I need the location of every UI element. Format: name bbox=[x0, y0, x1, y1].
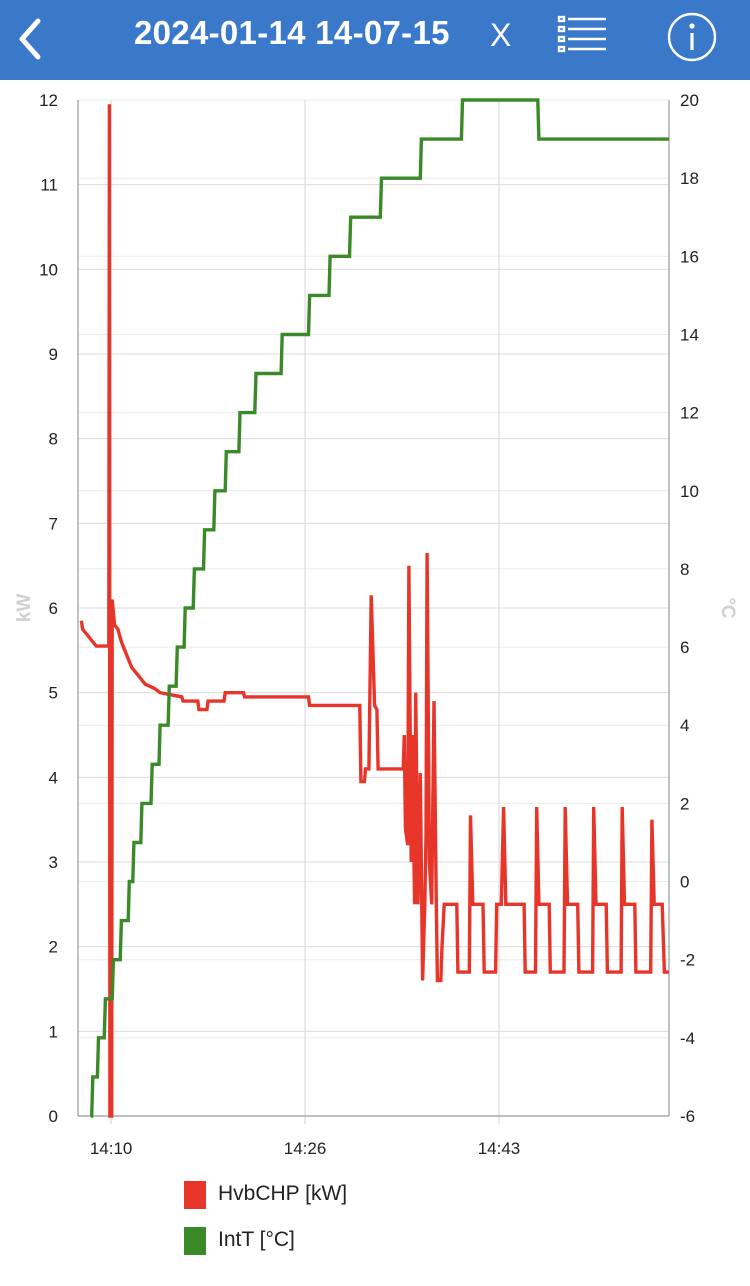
y-left-tick-label: 4 bbox=[49, 768, 58, 787]
y-left-tick-label: 11 bbox=[40, 176, 58, 195]
y-right-tick-label: 20 bbox=[680, 91, 699, 110]
legend-swatch bbox=[184, 1227, 206, 1255]
y-left-tick-label: 0 bbox=[49, 1107, 58, 1126]
y-left-tick-label: 12 bbox=[39, 91, 58, 110]
series-line-intt bbox=[90, 98, 669, 1118]
y-right-tick-label: 14 bbox=[680, 325, 699, 344]
y-left-tick-label: 6 bbox=[49, 599, 58, 618]
y-left-tick-label: 1 bbox=[49, 1022, 58, 1041]
y-left-tick-label: 8 bbox=[49, 430, 58, 449]
y-right-tick-label: 16 bbox=[680, 247, 699, 266]
y-right-tick-label: 6 bbox=[680, 638, 689, 657]
y-left-tick-label: 10 bbox=[39, 260, 58, 279]
y-right-tick-label: -2 bbox=[680, 951, 695, 970]
chart: 0123456789101112-6-4-2024681012141618201… bbox=[14, 91, 738, 1158]
y-left-tick-label: 3 bbox=[49, 853, 58, 872]
y-right-tick-label: 0 bbox=[680, 873, 689, 892]
y-right-tick-label: 2 bbox=[680, 794, 689, 813]
y-right-tick-label: -4 bbox=[680, 1029, 695, 1048]
list-icon[interactable] bbox=[556, 14, 610, 60]
y-right-tick-label: 18 bbox=[680, 169, 699, 188]
info-icon[interactable] bbox=[666, 11, 718, 63]
x-tick-label: 14:10 bbox=[90, 1139, 133, 1158]
series-line-hvbchp bbox=[79, 104, 669, 1118]
chevron-left-icon[interactable] bbox=[10, 14, 54, 64]
x-tick-label: 14:26 bbox=[284, 1139, 327, 1158]
page-title: 2024-01-14 14-07-15 bbox=[134, 14, 450, 51]
y-right-tick-label: 12 bbox=[680, 404, 699, 423]
legend-swatch bbox=[184, 1181, 206, 1209]
y-left-tick-label: 5 bbox=[49, 684, 58, 703]
y-right-tick-label: 10 bbox=[680, 482, 699, 501]
y-right-tick-label: 8 bbox=[680, 560, 689, 579]
close-button[interactable]: X bbox=[490, 17, 512, 53]
legend-label: HvbCHP [kW] bbox=[218, 1182, 348, 1205]
y-right-tick-label: -6 bbox=[680, 1107, 695, 1126]
x-tick-label: 14:43 bbox=[478, 1139, 521, 1158]
y-left-tick-label: 2 bbox=[49, 938, 58, 957]
y-right-axis-title: °C bbox=[717, 597, 738, 619]
y-right-tick-label: 4 bbox=[680, 716, 689, 735]
y-left-axis-title: kW bbox=[14, 594, 35, 623]
y-left-tick-label: 7 bbox=[49, 514, 58, 533]
top-bar: 2024-01-14 14-07-15 X bbox=[0, 0, 750, 80]
legend-label: IntT [°C] bbox=[218, 1228, 295, 1251]
y-left-tick-label: 9 bbox=[49, 345, 58, 364]
